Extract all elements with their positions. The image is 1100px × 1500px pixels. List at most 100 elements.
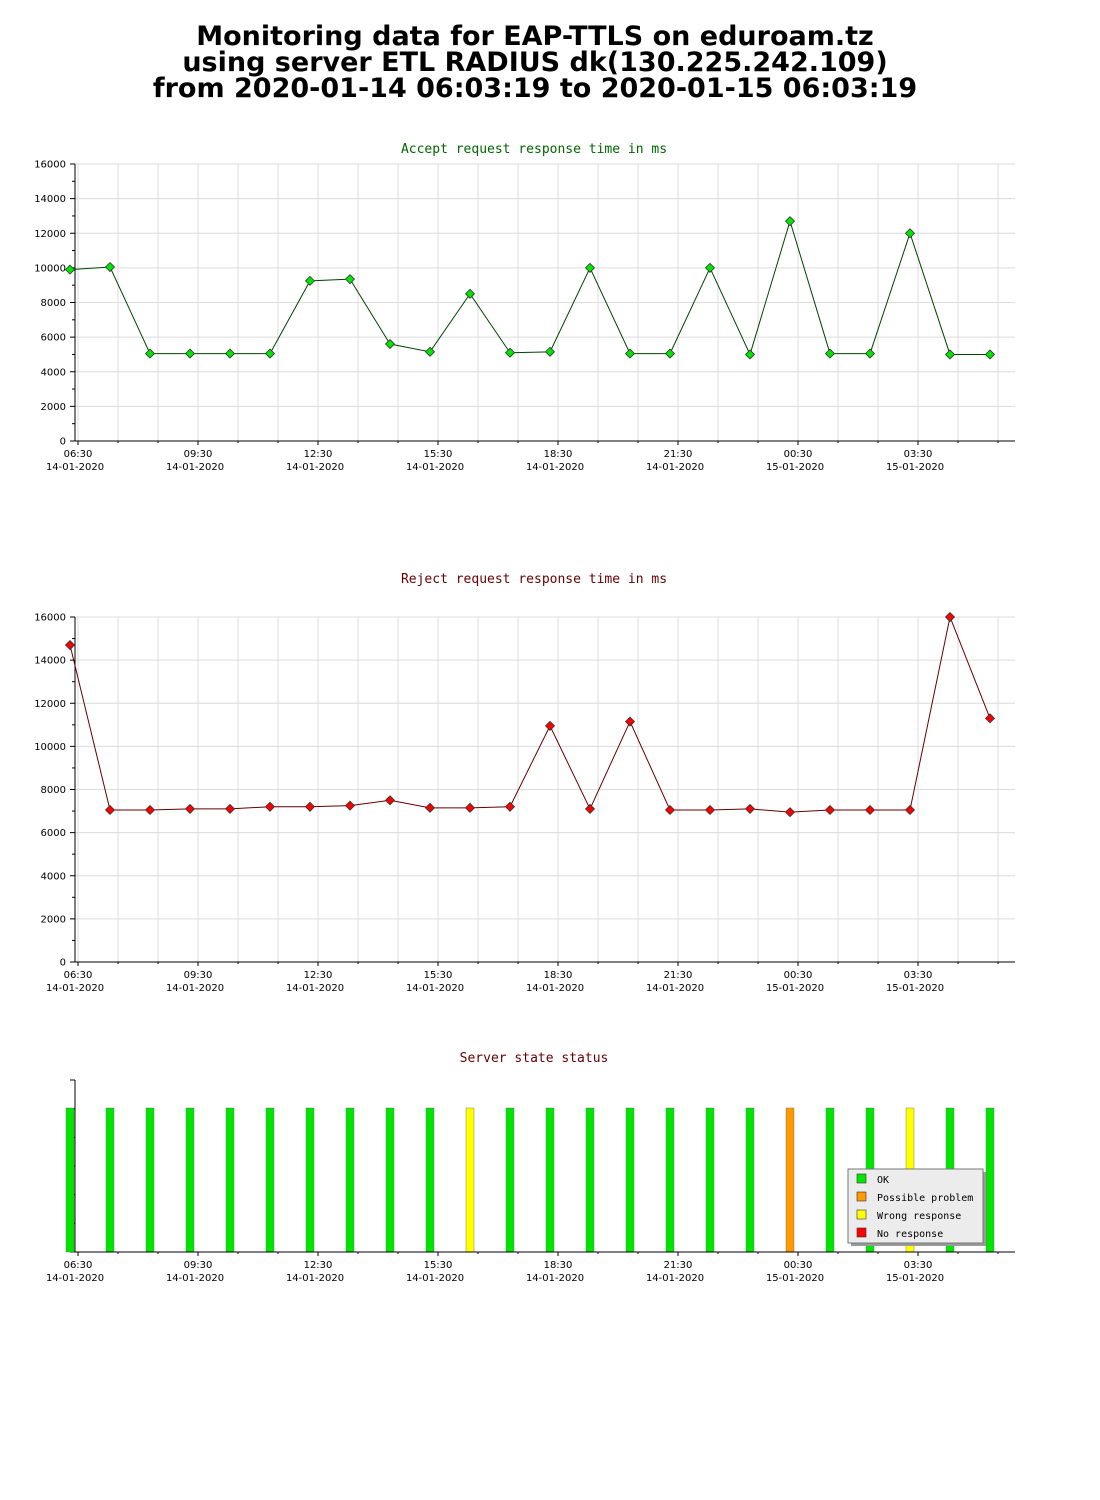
data-point bbox=[384, 338, 396, 350]
data-point bbox=[584, 803, 596, 814]
header-line-2: using server ETL RADIUS dk(130.225.242.1… bbox=[182, 47, 888, 78]
data-point bbox=[64, 639, 76, 651]
x-tick-label-date: 14-01-2020 bbox=[646, 462, 704, 473]
data-point bbox=[944, 611, 956, 623]
chart-title: Server state status bbox=[460, 1051, 609, 1066]
data-point bbox=[104, 261, 116, 273]
status-bar bbox=[65, 1107, 75, 1253]
x-tick-label-time: 15:30 bbox=[424, 970, 453, 981]
status-bar bbox=[745, 1107, 755, 1253]
x-tick-label-time: 15:30 bbox=[424, 1260, 453, 1271]
status-bar bbox=[345, 1107, 355, 1253]
x-tick-label-date: 14-01-2020 bbox=[286, 1273, 344, 1284]
y-tick-label: 6000 bbox=[41, 333, 66, 344]
data-point bbox=[384, 795, 396, 806]
legend-label: OK bbox=[877, 1175, 889, 1186]
x-tick-label-time: 00:30 bbox=[784, 970, 813, 981]
x-tick-label-date: 14-01-2020 bbox=[46, 1273, 104, 1284]
data-point bbox=[624, 348, 636, 359]
y-tick-label: 16000 bbox=[34, 160, 66, 171]
x-tick-label-date: 15-01-2020 bbox=[886, 462, 944, 473]
data-point bbox=[424, 802, 436, 813]
x-axis-2: 06:30 14-01-2020 09:30 14-01-2020 12:30 14-01… bbox=[46, 1251, 1015, 1284]
data-point bbox=[304, 801, 316, 812]
x-tick-label-date: 15-01-2020 bbox=[886, 1273, 944, 1284]
x-tick-label-date: 15-01-2020 bbox=[766, 1273, 824, 1284]
data-point bbox=[464, 802, 476, 813]
data-point bbox=[304, 275, 316, 286]
y-tick-label: 14000 bbox=[34, 656, 66, 667]
x-tick-label-date: 14-01-2020 bbox=[406, 462, 464, 473]
x-tick-label-date: 14-01-2020 bbox=[166, 983, 224, 994]
status-bar bbox=[505, 1107, 515, 1253]
status-bar bbox=[665, 1107, 675, 1253]
status-bar bbox=[425, 1107, 435, 1253]
series-line bbox=[69, 615, 991, 813]
status-bar bbox=[545, 1107, 555, 1253]
data-point bbox=[224, 348, 236, 359]
data-point bbox=[184, 803, 196, 814]
x-tick-label-time: 21:30 bbox=[664, 970, 693, 981]
data-point bbox=[824, 804, 836, 816]
x-tick-label-date: 14-01-2020 bbox=[526, 1273, 584, 1284]
data-point bbox=[824, 348, 836, 359]
data-point bbox=[864, 348, 876, 359]
x-axis-1: 06:30 14-01-2020 09:30 14-01-2020 12:30 14-01… bbox=[46, 961, 1015, 994]
data-point bbox=[224, 803, 236, 814]
data-point bbox=[744, 349, 756, 360]
legend: OK Possible problem Wrong response No respo… bbox=[847, 1168, 986, 1246]
x-tick-label-date: 14-01-2020 bbox=[526, 983, 584, 994]
x-tick-label-date: 15-01-2020 bbox=[766, 462, 824, 473]
y-tick-label: 12000 bbox=[34, 699, 66, 710]
data-point bbox=[144, 804, 156, 816]
data-point bbox=[664, 804, 676, 816]
x-tick-label-time: 09:30 bbox=[184, 449, 213, 460]
data-point bbox=[64, 264, 76, 275]
x-tick-label-date: 14-01-2020 bbox=[46, 462, 104, 473]
legend-label: Possible problem bbox=[877, 1193, 973, 1204]
grid bbox=[75, 616, 1015, 963]
x-tick-label-time: 00:30 bbox=[784, 1260, 813, 1271]
x-tick-label-date: 14-01-2020 bbox=[526, 462, 584, 473]
data-point bbox=[784, 216, 796, 227]
status-bar bbox=[385, 1107, 395, 1253]
data-point bbox=[904, 228, 916, 239]
x-tick-label-date: 14-01-2020 bbox=[46, 983, 104, 994]
data-point bbox=[704, 262, 716, 273]
data-point bbox=[104, 804, 116, 816]
data-point bbox=[984, 349, 996, 360]
y-tick-label: 0 bbox=[60, 437, 66, 448]
x-tick-label-time: 21:30 bbox=[664, 449, 693, 460]
x-tick-label-time: 18:30 bbox=[544, 449, 573, 460]
data-point bbox=[784, 807, 796, 818]
x-tick-label-time: 12:30 bbox=[304, 1260, 333, 1271]
legend-swatch bbox=[856, 1191, 867, 1202]
x-tick-label-date: 14-01-2020 bbox=[646, 1273, 704, 1284]
status-bar bbox=[985, 1107, 995, 1253]
y-tick-label: 4000 bbox=[41, 367, 66, 378]
x-tick-label-time: 12:30 bbox=[304, 970, 333, 981]
x-tick-label-date: 14-01-2020 bbox=[286, 983, 344, 994]
header-line-1: Monitoring data for EAP-TTLS on eduroam.… bbox=[196, 21, 874, 52]
status-bar bbox=[105, 1107, 115, 1253]
y-tick-label: 8000 bbox=[41, 785, 66, 796]
data-point bbox=[864, 804, 876, 816]
status-bar bbox=[825, 1107, 835, 1253]
grid bbox=[75, 163, 1015, 442]
status-bar bbox=[305, 1107, 315, 1253]
x-tick-label-time: 09:30 bbox=[184, 1260, 213, 1271]
status-bar bbox=[225, 1107, 235, 1253]
x-tick-label-date: 15-01-2020 bbox=[766, 983, 824, 994]
y-tick-label: 8000 bbox=[41, 298, 66, 309]
series-line bbox=[69, 219, 990, 356]
x-tick-label-date: 14-01-2020 bbox=[646, 983, 704, 994]
chart-2: Server state status OK Possible problem Wro… bbox=[65, 1051, 995, 1253]
data-point bbox=[744, 803, 756, 814]
x-tick-label-date: 14-01-2020 bbox=[166, 1273, 224, 1284]
data-point bbox=[624, 716, 636, 727]
status-bar bbox=[465, 1107, 475, 1253]
chart-0: Accept request response time in ms 0 2000 4… bbox=[34, 142, 1015, 448]
y-tick-label: 10000 bbox=[34, 742, 66, 753]
chart-title: Accept request response time in ms bbox=[401, 142, 667, 157]
